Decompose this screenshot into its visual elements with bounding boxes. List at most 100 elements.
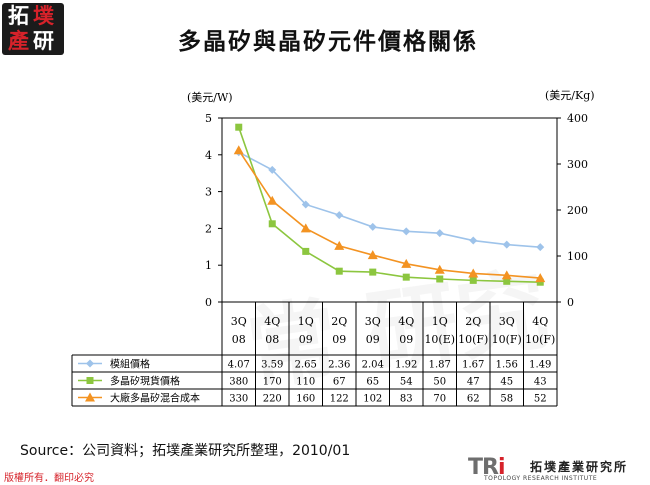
footer-bar <box>0 468 650 485</box>
x-tick-label: 4Q <box>398 315 414 328</box>
data-label: 2.65 <box>295 360 317 371</box>
x-tick-label: 3Q <box>499 315 515 328</box>
data-point <box>536 278 544 286</box>
x-tick-label: 4Q <box>264 315 280 328</box>
data-label: 2.36 <box>328 360 350 371</box>
data-point <box>469 276 477 284</box>
data-label: 170 <box>263 377 282 388</box>
data-point <box>335 211 344 220</box>
data-label: 4.07 <box>228 360 250 371</box>
x-tick-label: 08 <box>232 333 246 346</box>
x-tick-label: 4Q <box>532 315 548 328</box>
legend-label: 模組價格 <box>110 358 150 371</box>
x-tick-label: 09 <box>399 333 413 346</box>
data-point <box>369 268 377 276</box>
tri-logo-name-cn: 拓墣產業研究所 <box>530 460 629 474</box>
x-tick-label: 09 <box>332 333 346 346</box>
right-tick-label: 100 <box>567 250 588 263</box>
data-label: 2.04 <box>362 360 384 371</box>
right-axis-unit: (美元/Kg) <box>545 89 595 102</box>
data-label: 1.49 <box>529 360 551 371</box>
data-point <box>536 243 545 252</box>
series-line-3 <box>238 149 541 279</box>
x-tick-label: 1Q <box>298 315 314 328</box>
data-point <box>401 258 412 268</box>
tri-logo-mark: TRi <box>468 455 505 480</box>
x-tick-label: 08 <box>265 333 279 346</box>
series-line-2 <box>237 126 541 284</box>
data-label: 83 <box>400 394 413 405</box>
legend-label: 多晶矽現貨價格 <box>110 375 180 388</box>
data-point <box>434 264 445 274</box>
data-label: 52 <box>534 394 547 405</box>
data-point <box>233 145 244 155</box>
source-note: Source：公司資料；拓墣產業研究所整理，2010/01 <box>20 443 351 459</box>
x-tick-label: 10(F) <box>458 333 488 346</box>
data-label: 330 <box>229 394 248 405</box>
logo-char-3: 產 <box>8 28 29 53</box>
legend-marker <box>85 392 95 402</box>
x-tick-label: 3Q <box>231 315 247 328</box>
copyright-notice: 版權所有．翻印必究 <box>4 473 94 484</box>
data-label: 67 <box>333 377 346 388</box>
page-title: 多晶矽與晶矽元件價格關係 <box>178 28 478 55</box>
data-point <box>367 250 378 260</box>
data-point <box>335 267 343 275</box>
data-point <box>235 123 243 131</box>
series-line-1 <box>238 151 541 248</box>
data-label: 1.87 <box>429 360 451 371</box>
data-point <box>368 222 377 231</box>
tri-logo-name-en: TOPOLOGY RESEARCH INSTITUTE <box>484 475 598 482</box>
tri-logo-tr: TR <box>468 455 499 480</box>
data-point <box>502 240 511 249</box>
data-point <box>436 275 444 283</box>
left-tick-label: 5 <box>205 112 212 125</box>
x-tick-label: 09 <box>366 333 380 346</box>
data-label: 45 <box>500 377 513 388</box>
legend-marker <box>86 377 94 384</box>
data-label: 54 <box>400 377 413 388</box>
left-tick-label: 1 <box>205 259 212 272</box>
x-tick-label: 09 <box>299 333 313 346</box>
left-tick-label: 4 <box>205 149 212 162</box>
right-tick-label: 0 <box>567 296 574 309</box>
tri-logo: TRi 拓墣產業研究所 TOPOLOGY RESEARCH INSTITUTE <box>468 455 648 485</box>
data-label: 47 <box>467 377 480 388</box>
data-label: 50 <box>433 377 446 388</box>
data-label: 1.56 <box>496 360 518 371</box>
left-tick-label: 0 <box>205 296 212 309</box>
data-point <box>302 247 310 255</box>
data-label: 110 <box>296 377 315 388</box>
data-label: 102 <box>363 394 382 405</box>
data-label: 1.67 <box>462 360 484 371</box>
logo-char-2: 墣 <box>33 3 54 28</box>
right-tick-label: 400 <box>567 112 588 125</box>
data-label: 65 <box>366 377 379 388</box>
left-axis-unit: (美元/W) <box>187 91 233 104</box>
x-tick-label: 10(F) <box>492 333 522 346</box>
legend-label: 大廠多晶矽混合成本 <box>110 392 200 405</box>
data-point <box>301 200 310 209</box>
right-tick-label: 300 <box>567 158 588 171</box>
data-label: 70 <box>433 394 446 405</box>
x-tick-label: 2Q <box>331 315 347 328</box>
brand-logo-box <box>2 3 64 55</box>
x-tick-label: 3Q <box>365 315 381 328</box>
data-point <box>334 240 345 250</box>
x-tick-label: 10(F) <box>525 333 555 346</box>
tri-logo-i: i <box>497 455 505 480</box>
data-label: 62 <box>467 394 480 405</box>
right-tick-label: 200 <box>567 204 588 217</box>
x-tick-label: 10(E) <box>424 333 455 346</box>
data-label: 122 <box>330 394 349 405</box>
data-label: 220 <box>263 394 282 405</box>
data-point <box>501 270 512 280</box>
legend-marker <box>86 359 94 368</box>
data-point <box>268 220 276 228</box>
data-label: 380 <box>229 377 248 388</box>
data-point <box>267 195 278 205</box>
x-tick-label: 2Q <box>465 315 481 328</box>
data-point <box>503 277 511 285</box>
x-tick-label: 1Q <box>432 315 448 328</box>
logo-char-1: 拓 <box>8 3 29 28</box>
